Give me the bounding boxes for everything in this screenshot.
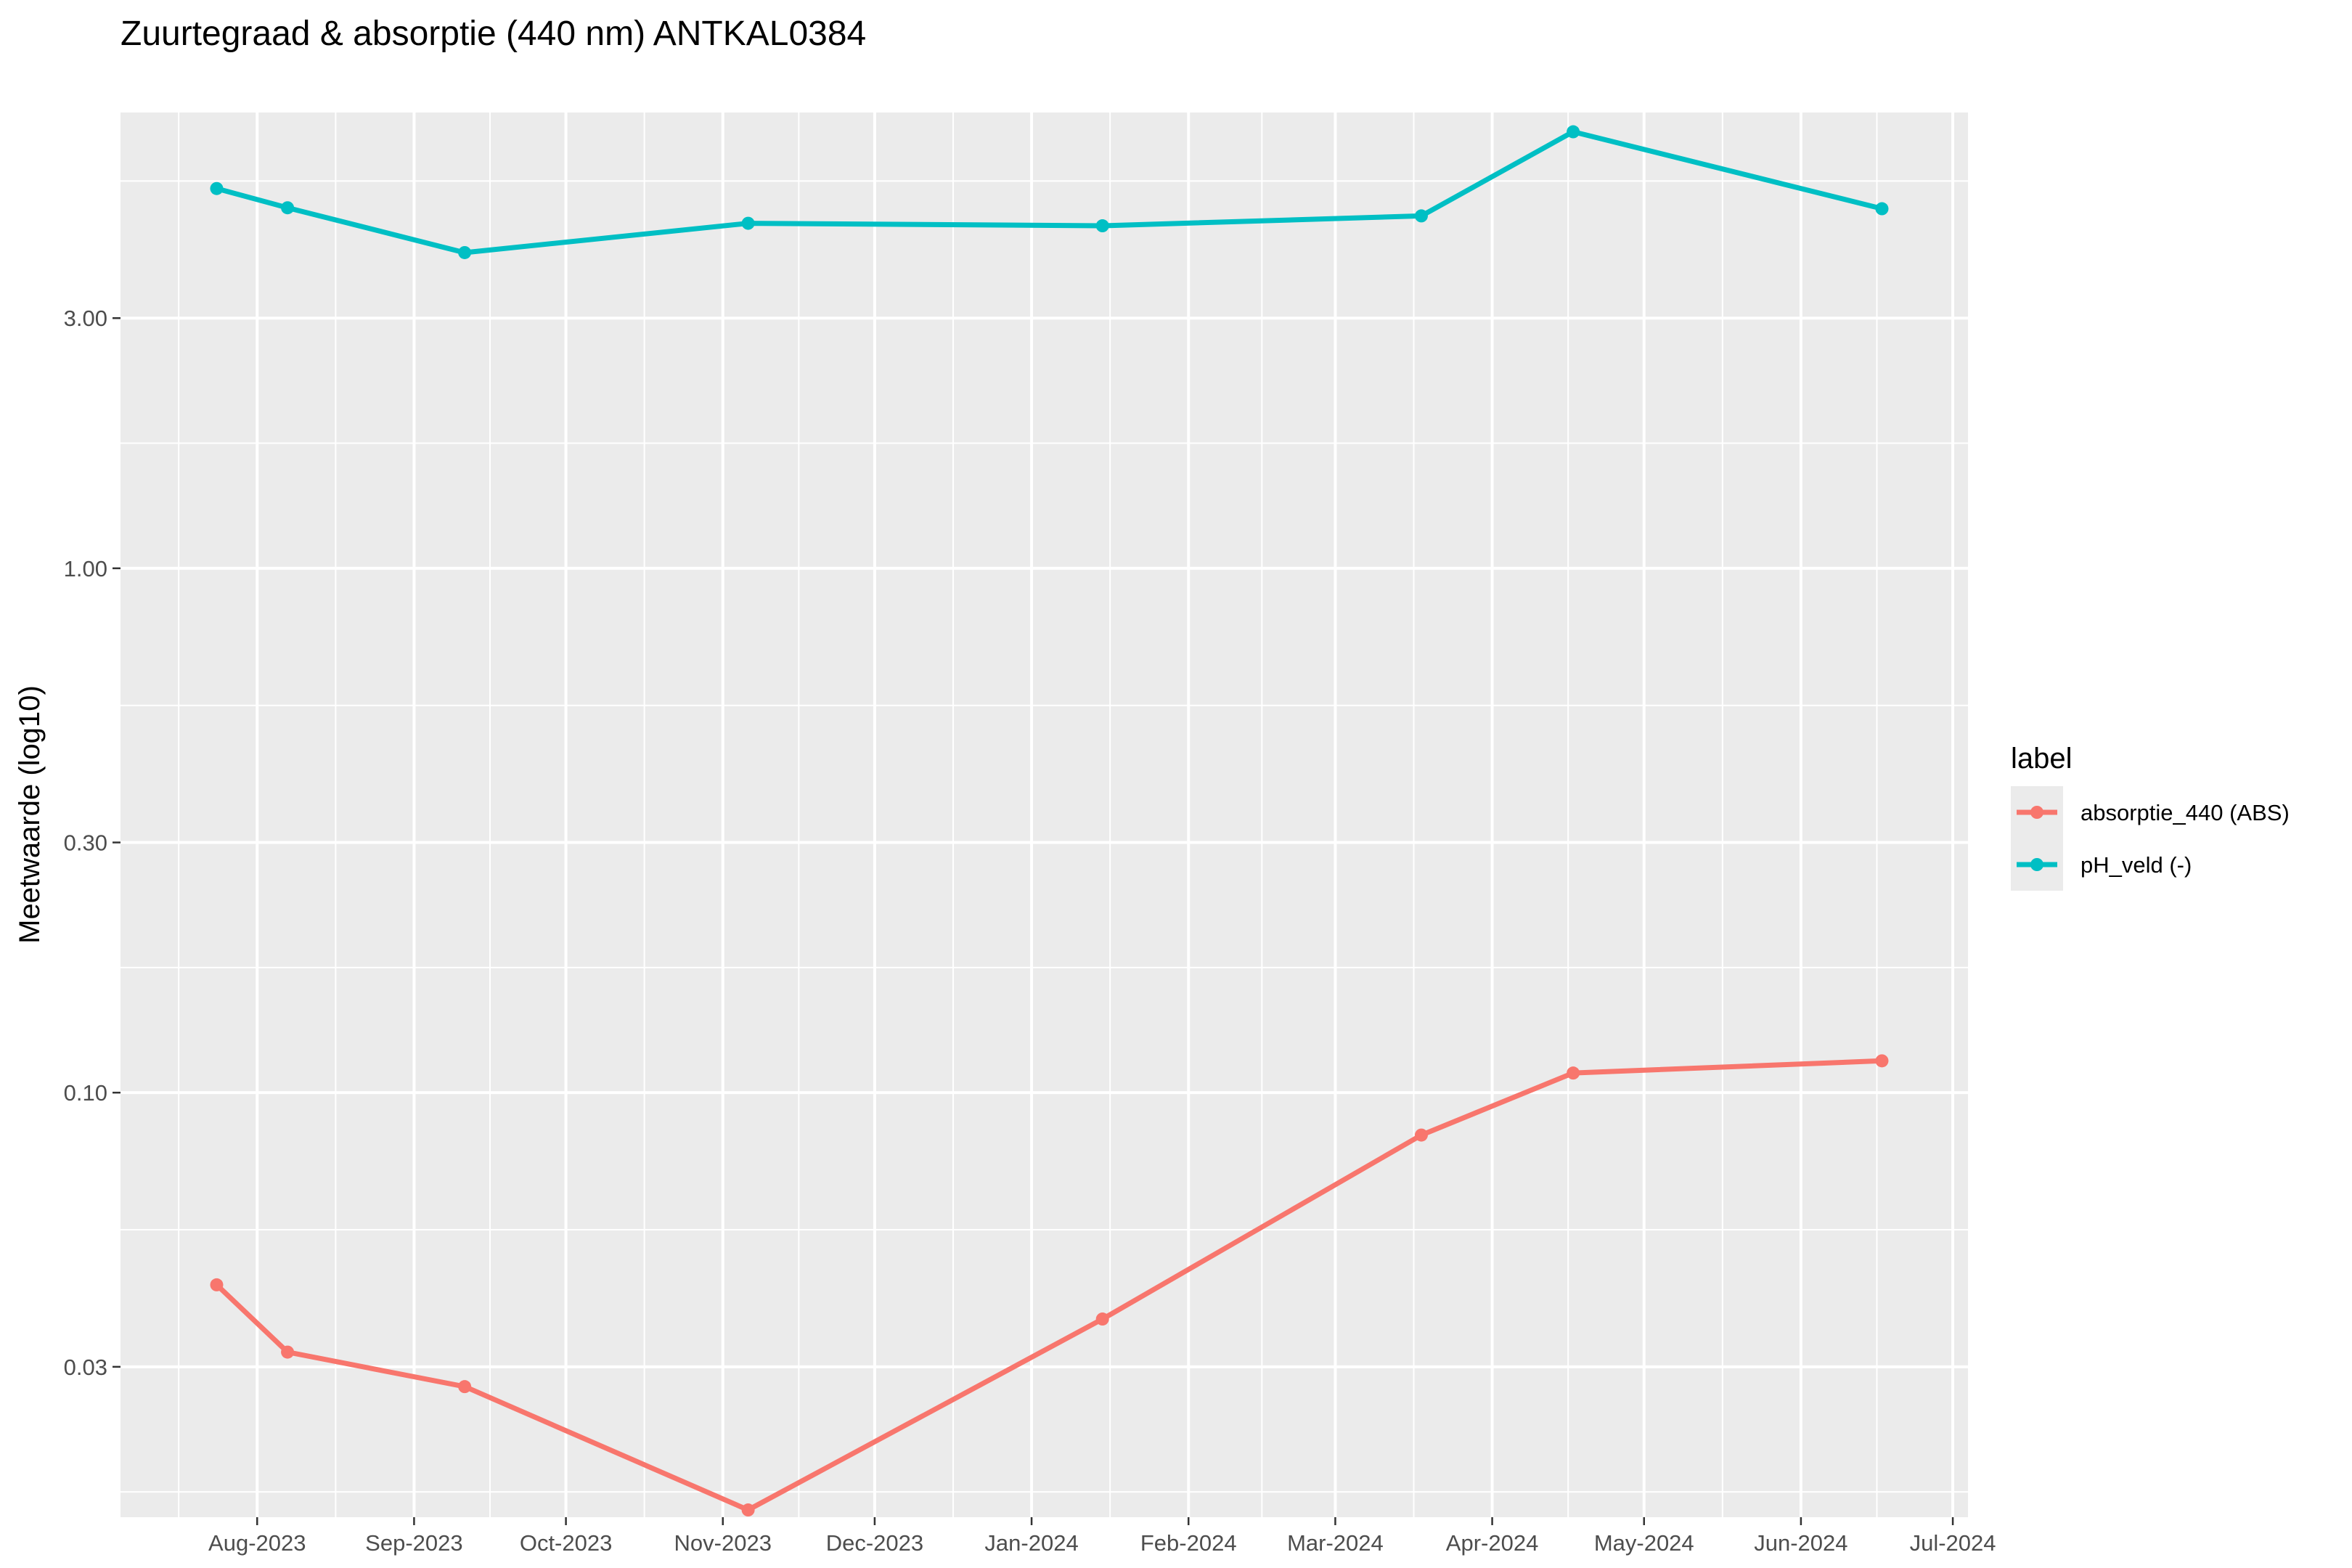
x-tick-label: Mar-2024	[1287, 1530, 1384, 1556]
x-tick-label: Apr-2024	[1446, 1530, 1539, 1556]
x-tick-label: May-2024	[1594, 1530, 1694, 1556]
y-tick-label: 0.10	[64, 1080, 107, 1106]
data-point-ph-veld-1	[281, 201, 295, 215]
x-tick-label: Aug-2023	[208, 1530, 306, 1556]
minor-gridlines	[121, 113, 1968, 1517]
chart-title: Zuurtegraad & absorptie (440 nm) ANTKAL0…	[121, 15, 866, 53]
data-point-ph-veld-3	[741, 216, 755, 230]
data-point-absorptie-440-abs-0	[210, 1278, 224, 1291]
data-point-ph-veld-0	[210, 181, 224, 195]
legend: label absorptie_440 (ABS) pH_veld (-)	[2011, 743, 2290, 891]
data-point-absorptie-440-abs-1	[281, 1345, 295, 1359]
data-point-absorptie-440-abs-5	[1414, 1128, 1428, 1142]
data-point-absorptie-440-abs-6	[1567, 1066, 1580, 1080]
data-point-ph-veld-5	[1414, 209, 1428, 223]
data-point-ph-veld-6	[1567, 125, 1580, 139]
legend-label: absorptie_440 (ABS)	[2081, 800, 2290, 825]
y-tick-label: 0.03	[64, 1355, 107, 1380]
data-point-absorptie-440-abs-7	[1875, 1054, 1889, 1068]
x-tick-label: Sep-2023	[365, 1530, 462, 1556]
data-point-absorptie-440-abs-4	[1095, 1312, 1109, 1326]
series-line-ph-veld	[214, 129, 1885, 256]
major-gridlines	[121, 113, 1968, 1517]
data-point-ph-veld-7	[1875, 202, 1889, 216]
x-axis: Aug-2023 Sep-2023 Oct-2023 Nov-2023 Dec-2023…	[208, 1517, 1996, 1556]
data-point-ph-veld-2	[458, 245, 472, 259]
series-layer	[210, 125, 1889, 1517]
data-point-absorptie-440-abs-3	[741, 1503, 755, 1517]
data-point-absorptie-440-abs-2	[458, 1380, 472, 1394]
legend-label: pH_veld (-)	[2081, 852, 2192, 878]
series-line-absorptie-440-abs	[214, 1058, 1885, 1513]
x-tick-label: Jan-2024	[984, 1530, 1078, 1556]
x-tick-label: Nov-2023	[674, 1530, 772, 1556]
data-point-ph-veld-4	[1095, 219, 1109, 233]
y-tick-label: 0.30	[64, 830, 107, 856]
legend-key-point-0	[2030, 806, 2043, 819]
x-tick-label: Feb-2024	[1140, 1530, 1237, 1556]
x-tick-label: Dec-2023	[826, 1530, 923, 1556]
plot-panel	[121, 113, 1968, 1517]
y-tick-label: 1.00	[64, 556, 107, 581]
y-tick-label: 3.00	[64, 306, 107, 331]
legend-key-point-1	[2030, 858, 2043, 871]
x-tick-label: Jul-2024	[1910, 1530, 1996, 1556]
x-tick-label: Oct-2023	[520, 1530, 613, 1556]
legend-title: label	[2011, 743, 2073, 775]
y-axis-title: Meetwaarde (log10)	[14, 685, 46, 944]
x-tick-label: Jun-2024	[1754, 1530, 1847, 1556]
y-axis: 0.03 0.10 0.30 1.00 3.00	[64, 306, 121, 1380]
